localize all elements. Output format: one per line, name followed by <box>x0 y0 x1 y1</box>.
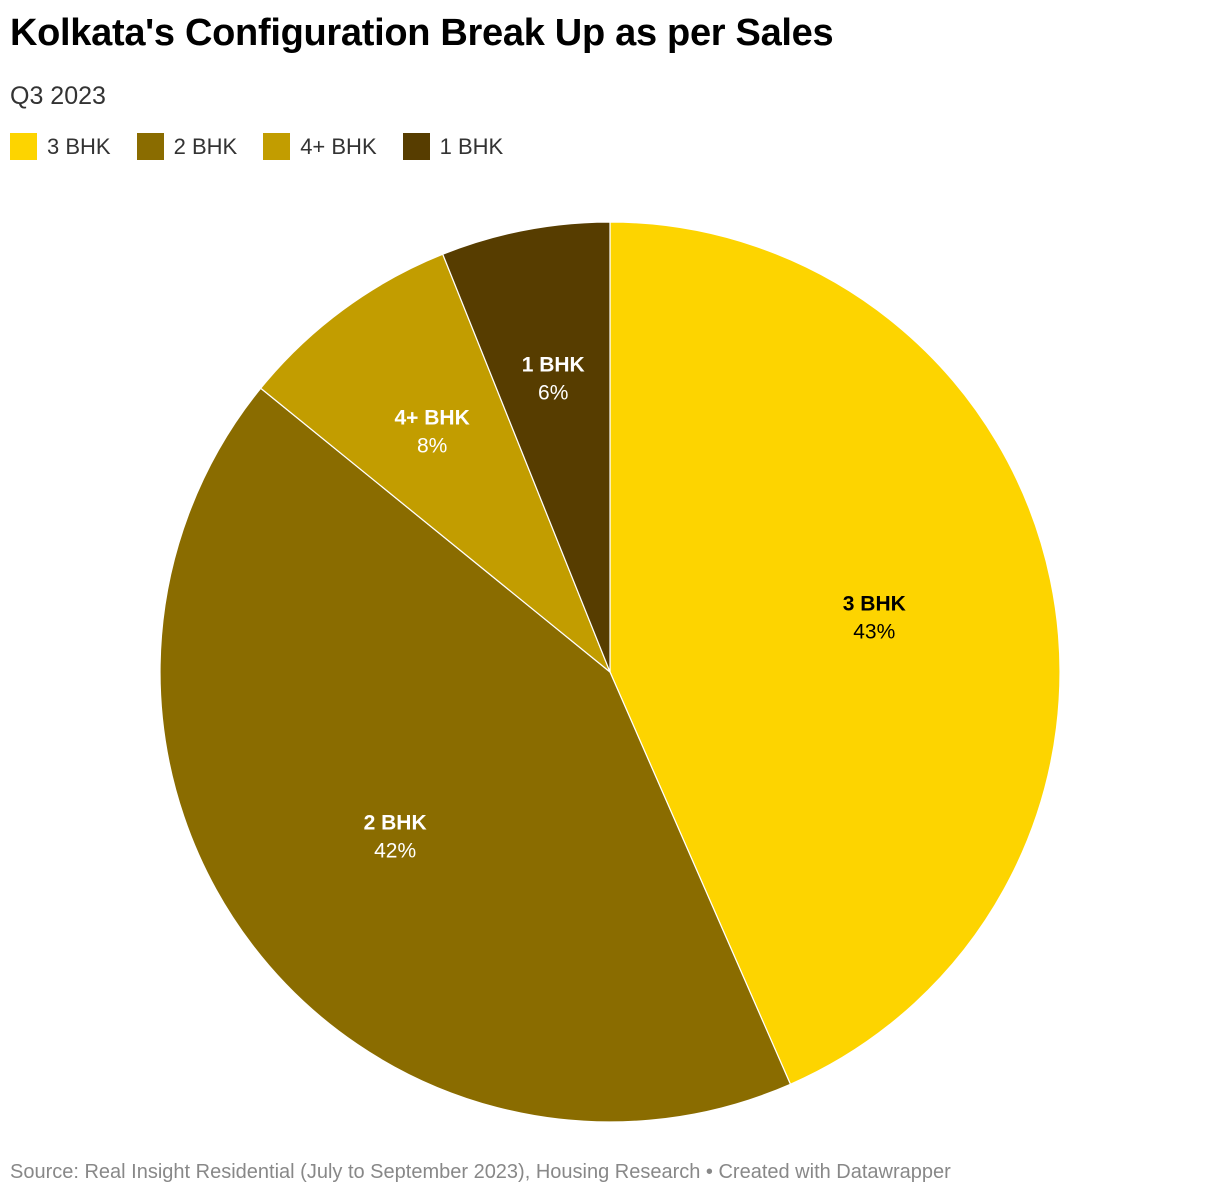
source-footer: Source: Real Insight Residential (July t… <box>10 1161 951 1183</box>
legend-item-1bhk: 1 BHK <box>402 133 504 160</box>
chart-legend: 3 BHK 2 BHK 4+ BHK 1 BHK <box>10 133 529 160</box>
pie-labels: 3 BHK 43% 2 BHK 42% 4+ BHK 8% 1 BHK 6% <box>364 353 906 862</box>
legend-label: 1 BHK <box>439 133 504 159</box>
slice-label: 1 BHK <box>522 353 585 376</box>
legend-swatch <box>402 133 430 160</box>
legend-swatch <box>10 133 37 160</box>
chart-subtitle: Q3 2023 <box>10 82 106 110</box>
legend-label: 2 BHK <box>173 133 238 159</box>
pie-slice-3-bhk <box>609 221 1061 1086</box>
slice-label: 2 BHK <box>364 812 427 835</box>
slice-label: 4+ BHK <box>394 406 469 429</box>
pie-slice-2-bhk <box>159 387 792 1123</box>
legend-swatch <box>136 133 164 160</box>
chart-title: Kolkata's Configuration Break Up as per … <box>10 12 834 54</box>
slice-label: 3 BHK <box>843 593 906 616</box>
pie-slices <box>159 221 1061 1123</box>
slice-value-label: 43% <box>853 621 895 644</box>
pie-slice-1-bhk <box>441 221 611 673</box>
legend-item-3bhk: 3 BHK <box>10 133 111 160</box>
legend-swatch <box>263 133 291 160</box>
legend-label: 4+ BHK <box>300 133 377 159</box>
legend-label: 3 BHK <box>47 133 111 159</box>
slice-value-label: 6% <box>538 381 568 404</box>
legend-item-4plus-bhk: 4+ BHK <box>263 133 377 160</box>
slice-value-label: 8% <box>417 434 447 457</box>
pie-slice-4-bhk <box>259 253 612 674</box>
slice-value-label: 42% <box>374 840 416 863</box>
legend-item-2bhk: 2 BHK <box>136 133 238 160</box>
